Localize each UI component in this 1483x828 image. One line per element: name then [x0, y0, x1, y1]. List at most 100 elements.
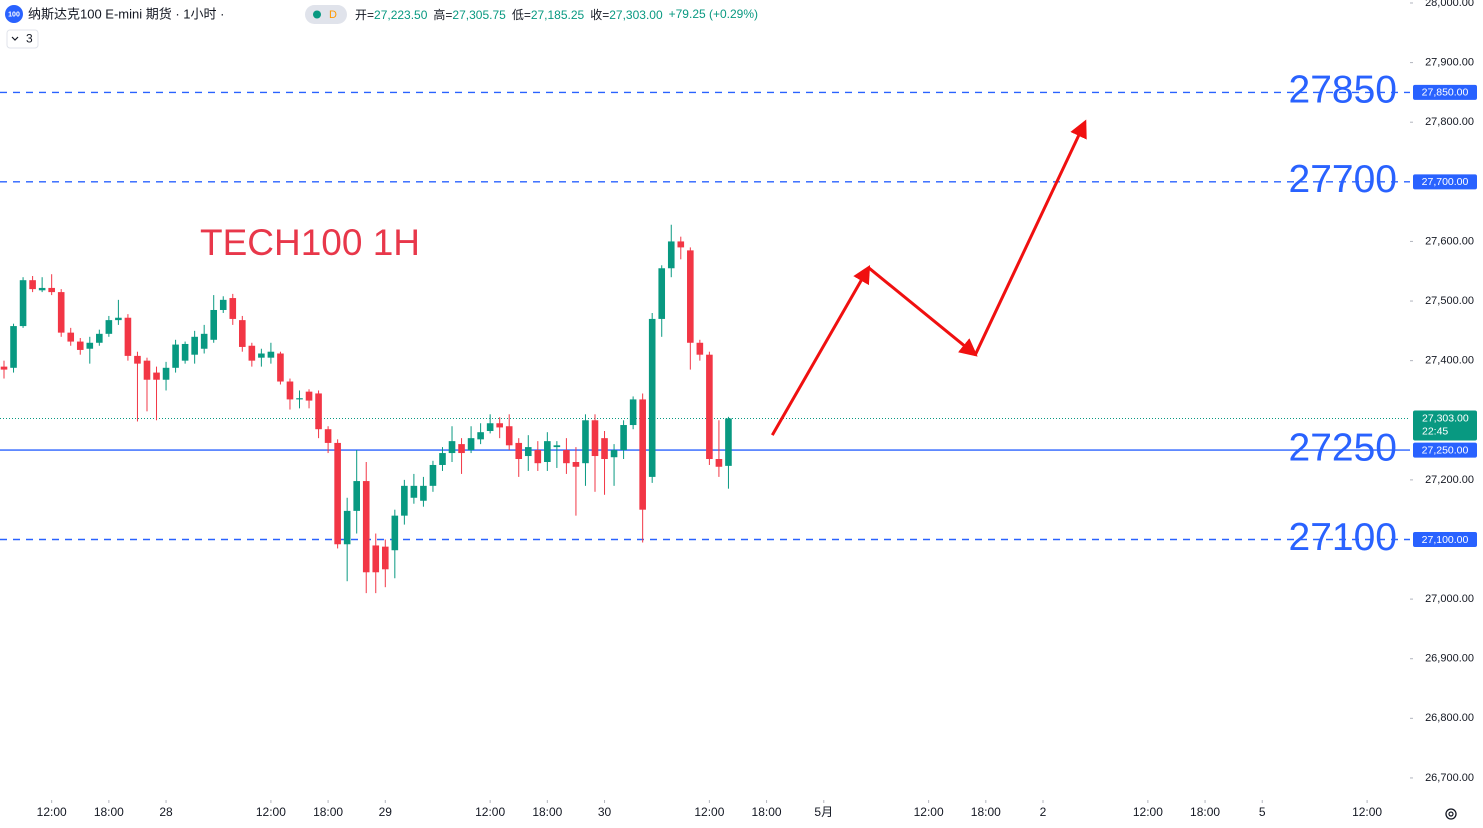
y-tick-label: 27,400.00 [1425, 355, 1474, 367]
candle-body [353, 481, 360, 511]
candle-body [620, 425, 627, 451]
x-tick-label: 18:00 [971, 805, 1001, 819]
ohlc-stats: 开=27,223.50 高=27,305.75 低=27,185.25 收=27,30… [355, 0, 764, 28]
stat-value: 27,223.50 [374, 7, 428, 22]
candle-body [477, 432, 484, 440]
candle-body [467, 438, 475, 451]
level-badge [1413, 442, 1477, 458]
level-badge [1413, 174, 1477, 190]
last-price-label: 27,303.00 [1422, 412, 1469, 424]
ohlc-stat: 高=27,305.75 [433, 6, 505, 23]
candle-body [505, 426, 513, 446]
level-label: 27850 [1289, 69, 1397, 112]
candle-body [10, 326, 17, 368]
stat-label: 开= [355, 7, 375, 22]
candle-body [229, 298, 237, 319]
x-tick-label: 18:00 [94, 805, 124, 819]
candle-body [239, 320, 246, 347]
candle-body [410, 485, 418, 498]
candle-body [19, 280, 27, 327]
candle-body [486, 423, 494, 431]
x-tick-label: 18:00 [752, 805, 782, 819]
plot-area [0, 91, 1410, 594]
candle-body [372, 545, 380, 573]
x-tick-label: 12:00 [694, 805, 724, 819]
candle-body [563, 450, 570, 464]
candle-body [639, 399, 646, 510]
status-pill[interactable] [305, 5, 347, 24]
candle-body [29, 280, 36, 290]
level-badge-label: 27,700.00 [1422, 176, 1469, 188]
projection-arrow [867, 266, 978, 357]
candle-body [534, 450, 542, 464]
candle-body [248, 345, 256, 361]
y-tick-label: 27,500.00 [1425, 295, 1474, 307]
candle-body [86, 342, 94, 349]
x-tick-label: 18:00 [1190, 805, 1220, 819]
x-tick-label: 12:00 [1133, 805, 1163, 819]
x-tick-label: 12:00 [914, 805, 944, 819]
candle-body [553, 445, 561, 448]
candle-body [115, 317, 122, 321]
indicator-chip[interactable] [6, 29, 39, 49]
candle-body [67, 332, 75, 342]
candle-body [296, 398, 303, 400]
y-tick-label: 27,600.00 [1425, 235, 1474, 247]
level-badge [1413, 531, 1477, 547]
x-tick-label: 2 [1040, 805, 1047, 819]
level-label: 27100 [1289, 516, 1397, 559]
candle-body [706, 354, 713, 460]
y-tick-label: 26,900.00 [1425, 653, 1474, 665]
candle-body [439, 453, 446, 465]
status-dot [313, 10, 321, 19]
candle-body [191, 336, 198, 355]
candle-body [57, 292, 65, 333]
candle-body [658, 268, 666, 319]
candle-body [324, 429, 332, 443]
candle-body [334, 442, 341, 545]
projection-arrow [770, 265, 871, 436]
status-badge: D [329, 9, 337, 21]
y-tick-label: 27,800.00 [1425, 116, 1474, 128]
level-badge-label: 27,250.00 [1422, 444, 1469, 456]
x-tick-label: 12:00 [37, 805, 67, 819]
y-tick-label: 27,000.00 [1425, 593, 1474, 605]
candle-body [153, 372, 160, 380]
settings-icon[interactable] [1445, 808, 1457, 820]
candle-body [448, 441, 456, 454]
x-tick-label: 29 [379, 805, 393, 819]
candle-body [601, 438, 608, 460]
candle-body [181, 343, 189, 361]
stat-label: 高= [433, 7, 453, 22]
indicator-count: 3 [26, 32, 33, 46]
candle-body [629, 399, 637, 426]
candle-body [143, 360, 151, 380]
candle-body [429, 464, 437, 486]
x-tick-label: 12:00 [475, 805, 505, 819]
level-label: 27700 [1289, 158, 1397, 201]
candle-body [305, 391, 313, 401]
candle-body [391, 515, 399, 551]
candle-body [420, 485, 427, 501]
candle-body [687, 250, 694, 343]
x-tick-label: 18:00 [532, 805, 562, 819]
candle-body [667, 241, 675, 269]
stat-value: 27,303.00 [609, 7, 663, 22]
y-tick-label: 26,700.00 [1425, 772, 1474, 784]
candle-body [0, 366, 8, 370]
stat-value: +79.25 (+0.29%) [668, 7, 759, 21]
candle-body [458, 444, 465, 454]
candle-body [124, 317, 132, 356]
candle-body [267, 351, 275, 358]
chevron [11, 36, 19, 41]
candle-body [362, 481, 370, 573]
stat-label: 低= [511, 7, 531, 22]
candle-body [381, 546, 389, 570]
candle-body [715, 459, 723, 467]
candle-body [96, 333, 103, 343]
candle-body [219, 299, 227, 310]
candle-body [401, 485, 408, 516]
x-tick-label: 5月 [814, 805, 833, 819]
last-price-badge [1413, 410, 1477, 441]
candle-body [105, 320, 113, 334]
